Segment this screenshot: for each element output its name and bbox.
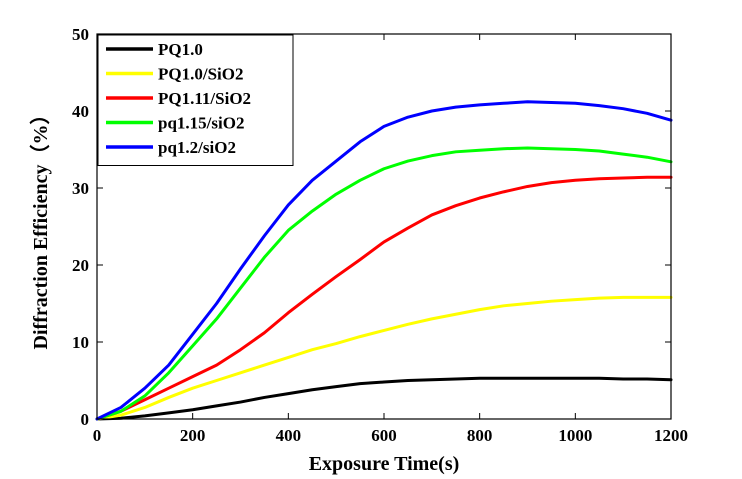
legend-label-3: pq1.15/siO2 bbox=[158, 114, 244, 133]
legend-label-4: pq1.2/siO2 bbox=[158, 138, 236, 157]
x-tick-label: 600 bbox=[371, 426, 397, 445]
x-axis-label: Exposure Time(s) bbox=[309, 453, 460, 475]
x-tick-label: 0 bbox=[93, 426, 102, 445]
legend-label-1: PQ1.0/SiO2 bbox=[158, 65, 243, 84]
series-line-2 bbox=[95, 175, 673, 421]
legend-label-0: PQ1.0 bbox=[158, 40, 203, 59]
y-tick-label: 20 bbox=[72, 256, 89, 275]
x-tick-label: 1000 bbox=[558, 426, 592, 445]
series-line-1 bbox=[95, 295, 673, 421]
x-tick-label: 800 bbox=[467, 426, 493, 445]
series-line-3 bbox=[95, 146, 673, 421]
y-tick-label: 10 bbox=[72, 333, 89, 352]
series-layer bbox=[95, 100, 673, 421]
y-tick-label: 40 bbox=[72, 102, 89, 121]
legend-label-2: PQ1.11/SiO2 bbox=[158, 89, 251, 108]
x-tick-label: 200 bbox=[180, 426, 206, 445]
y-tick-label: 0 bbox=[81, 410, 90, 429]
y-tick-label: 30 bbox=[72, 179, 89, 198]
axes-layer: 0 200 400 600 800 1000 1200 0 10 20 30 40 50 bbox=[72, 25, 688, 445]
y-axis-label: Diffraction Efficiency（%） bbox=[29, 105, 52, 350]
x-tick-label: 400 bbox=[276, 426, 302, 445]
x-tick-label: 1200 bbox=[654, 426, 688, 445]
y-tick-label: 50 bbox=[72, 25, 89, 44]
legend-box bbox=[97, 34, 294, 166]
series-line-4 bbox=[95, 100, 673, 421]
legend: PQ1.0 PQ1.0/SiO2 PQ1.11/SiO2 pq1.15/siO2 pq1… bbox=[97, 34, 294, 166]
series-line-0 bbox=[95, 376, 673, 421]
